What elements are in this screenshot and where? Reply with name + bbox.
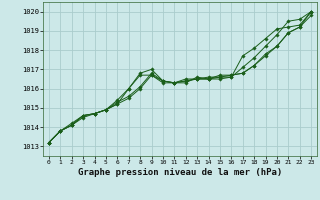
X-axis label: Graphe pression niveau de la mer (hPa): Graphe pression niveau de la mer (hPa) — [78, 168, 282, 177]
